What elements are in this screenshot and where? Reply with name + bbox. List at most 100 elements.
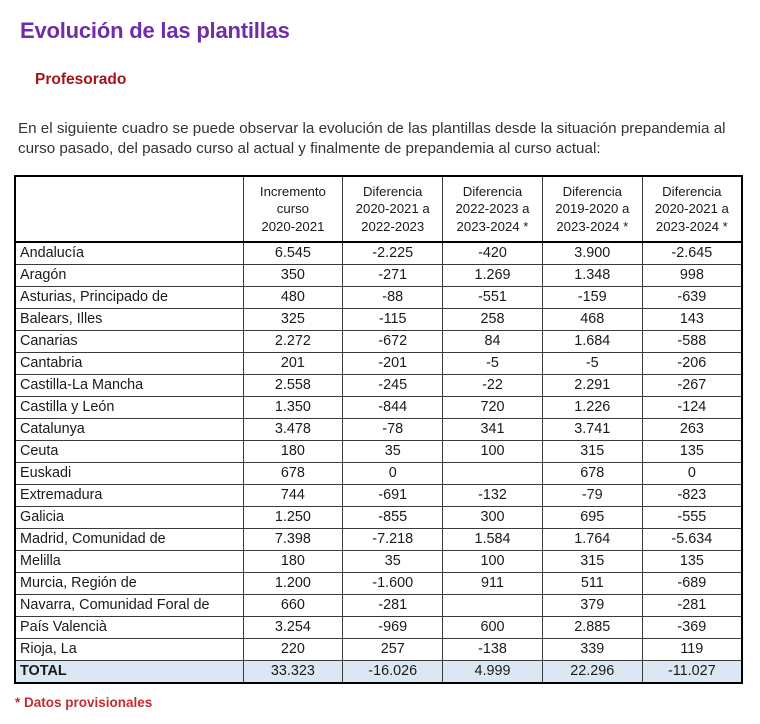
value-cell: -588 (641, 329, 743, 353)
value-cell: -124 (641, 395, 743, 419)
region-name: País Valencià (14, 615, 244, 639)
value-cell: 201 (242, 351, 344, 375)
region-name: Cantabria (14, 351, 244, 375)
column-header: Diferencia 2019-2020 a 2023-2024 * (541, 175, 643, 243)
value-cell: -11.027 (641, 659, 743, 684)
value-cell: 2.272 (242, 329, 344, 353)
provisional-data-footnote: * Datos provisionales (15, 694, 153, 710)
value-cell: 1.226 (541, 395, 643, 419)
region-name: Extremadura (14, 483, 244, 507)
value-cell: -2.645 (641, 241, 743, 265)
value-cell: 100 (442, 439, 543, 463)
value-cell: 7.398 (242, 527, 344, 551)
value-cell: 511 (541, 571, 643, 595)
value-cell: 1.250 (242, 505, 344, 529)
value-cell: -267 (641, 373, 743, 397)
value-cell: 678 (541, 461, 643, 485)
table-row: Melilla 180 35 100 315 135 (14, 549, 743, 573)
value-cell: 135 (641, 439, 743, 463)
value-cell: 2.291 (541, 373, 643, 397)
table-row: Cantabria 201 -201 -5 -5 -206 (14, 351, 743, 375)
value-cell: 1.350 (242, 395, 344, 419)
table-row: Galicia 1.250 -855 300 695 -555 (14, 505, 743, 529)
value-cell: -281 (342, 593, 444, 617)
value-cell: -672 (342, 329, 444, 353)
value-cell: 180 (242, 439, 344, 463)
value-cell: -115 (342, 307, 444, 331)
region-name: Castilla-La Mancha (14, 373, 244, 397)
value-cell: 468 (541, 307, 643, 331)
table-row: Murcia, Región de 1.200 -1.600 911 511 -689 (14, 571, 743, 595)
value-cell (442, 461, 543, 485)
region-name: Asturias, Principado de (14, 285, 244, 309)
value-cell: 3.254 (242, 615, 344, 639)
table-row: Extremadura 744 -691 -132 -79 -823 (14, 483, 743, 507)
staff-evolution-table: Incremento curso 2020-2021 Diferencia 202… (14, 174, 743, 684)
table-row: Euskadi 678 0 678 0 (14, 461, 743, 485)
value-cell: 350 (242, 263, 344, 287)
value-cell: -5 (442, 351, 543, 375)
region-name: Galicia (14, 505, 244, 529)
value-cell: -159 (541, 285, 643, 309)
value-cell: -844 (342, 395, 444, 419)
value-cell: -78 (342, 417, 444, 441)
value-cell: 33.323 (242, 659, 344, 684)
value-cell: 119 (641, 637, 743, 661)
table-row: Balears, Illes 325 -115 258 468 143 (14, 307, 743, 331)
value-cell: 100 (442, 549, 543, 573)
value-cell: 300 (442, 505, 543, 529)
value-cell: 2.558 (242, 373, 344, 397)
value-cell: 315 (541, 439, 643, 463)
table-row: Catalunya 3.478 -78 341 3.741 263 (14, 417, 743, 441)
value-cell: 1.684 (541, 329, 643, 353)
value-cell: -555 (641, 505, 743, 529)
value-cell: 84 (442, 329, 543, 353)
region-name: Murcia, Región de (14, 571, 244, 595)
total-row: TOTAL 33.323 -16.026 4.999 22.296 -11.027 (14, 659, 743, 684)
value-cell: 3.741 (541, 417, 643, 441)
region-column-header (14, 175, 244, 243)
page-title: Evolución de las plantillas (20, 18, 290, 43)
value-cell: -5 (541, 351, 643, 375)
region-name: Rioja, La (14, 637, 244, 661)
region-name: Ceuta (14, 439, 244, 463)
value-cell: 325 (242, 307, 344, 331)
value-cell: 339 (541, 637, 643, 661)
section-subtitle: Profesorado (35, 71, 127, 88)
value-cell (442, 593, 543, 617)
value-cell: 1.348 (541, 263, 643, 287)
table-row: Ceuta 180 35 100 315 135 (14, 439, 743, 463)
value-cell: -281 (641, 593, 743, 617)
value-cell: 1.764 (541, 527, 643, 551)
value-cell: -1.600 (342, 571, 444, 595)
value-cell: -551 (442, 285, 543, 309)
value-cell: 1.269 (442, 263, 543, 287)
value-cell: 3.478 (242, 417, 344, 441)
table-row: Castilla-La Mancha 2.558 -245 -22 2.291 -267 (14, 373, 743, 397)
value-cell: -420 (442, 241, 543, 265)
value-cell: 1.200 (242, 571, 344, 595)
value-cell: -79 (541, 483, 643, 507)
value-cell: -691 (342, 483, 444, 507)
table-row: Asturias, Principado de 480 -88 -551 -159 -63… (14, 285, 743, 309)
value-cell: 263 (641, 417, 743, 441)
value-cell: -969 (342, 615, 444, 639)
value-cell: 744 (242, 483, 344, 507)
intro-paragraph: En el siguiente cuadro se puede observar… (18, 120, 726, 158)
value-cell: 6.545 (242, 241, 344, 265)
table-header: Incremento curso 2020-2021 Diferencia 202… (14, 175, 743, 243)
table-row: Canarias 2.272 -672 84 1.684 -588 (14, 329, 743, 353)
value-cell: 695 (541, 505, 643, 529)
value-cell: 35 (342, 439, 444, 463)
value-cell: -88 (342, 285, 444, 309)
table-row: Rioja, La 220 257 -138 339 119 (14, 637, 743, 661)
region-name: Canarias (14, 329, 244, 353)
value-cell: 143 (641, 307, 743, 331)
value-cell: -16.026 (342, 659, 444, 684)
column-header: Diferencia 2020-2021 a 2022-2023 (342, 175, 444, 243)
value-cell: 1.584 (442, 527, 543, 551)
value-cell: 341 (442, 417, 543, 441)
region-name: Navarra, Comunidad Foral de (14, 593, 244, 617)
table-row: Navarra, Comunidad Foral de 660 -281 379 -28… (14, 593, 743, 617)
